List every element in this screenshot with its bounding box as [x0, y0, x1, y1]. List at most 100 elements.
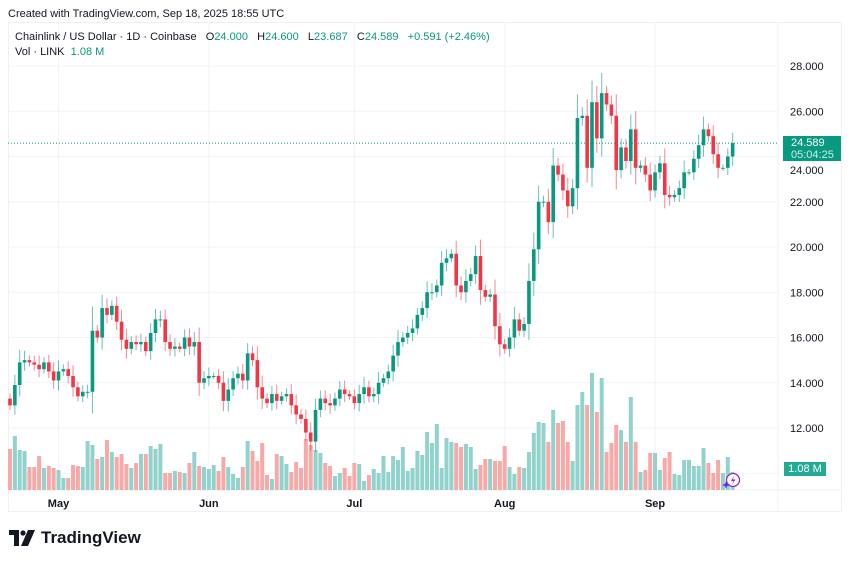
volume-bar	[531, 432, 536, 490]
candle-body	[478, 256, 483, 290]
candle-body	[202, 378, 206, 383]
volume-bars	[8, 372, 735, 490]
candle-body	[415, 314, 420, 329]
high-label: H	[257, 31, 266, 43]
candle-body	[629, 129, 633, 162]
candle-body	[245, 353, 250, 381]
candle-body	[304, 418, 308, 433]
candle-body	[507, 337, 512, 349]
volume-bar	[134, 462, 139, 490]
volume-bar	[478, 464, 483, 490]
volume-bar	[580, 391, 585, 490]
candle-body	[114, 305, 119, 322]
candle-body	[90, 330, 95, 392]
candles	[8, 73, 735, 452]
candle-body	[599, 93, 604, 139]
volume-bar	[216, 470, 221, 490]
candle-body	[260, 387, 264, 399]
volume-bar	[245, 440, 250, 490]
candle-body	[711, 136, 716, 155]
chart-credit: Created with TradingView.com, Sep 18, 20…	[8, 8, 285, 20]
price-axis: 28.000 26.000 24.000 22.000 20.000 18.000 16.0…	[790, 61, 824, 435]
candle-body	[532, 249, 536, 281]
candle-body	[541, 201, 546, 203]
volume-bar	[488, 458, 493, 490]
high-value: 24.600	[265, 31, 299, 43]
volume-bar	[502, 445, 507, 490]
volume-bar	[648, 452, 653, 490]
volume-bar	[255, 460, 260, 490]
candle-body	[701, 129, 706, 146]
volume-bar	[71, 464, 76, 490]
volume-bar	[269, 478, 274, 490]
price-tick-label: 16.000	[790, 333, 824, 345]
volume-bar	[454, 442, 459, 490]
time-tick-label: Aug	[494, 498, 515, 510]
volume-bar	[720, 472, 725, 490]
volume-bar	[260, 442, 265, 490]
volume-bar	[628, 396, 633, 490]
candle-body	[638, 165, 643, 168]
volume-bar	[410, 467, 415, 490]
candle-body	[706, 129, 711, 137]
candle-body	[420, 308, 425, 315]
volume-bar	[226, 466, 231, 490]
volume-bar	[323, 462, 328, 490]
volume-bar	[231, 473, 236, 490]
candle-body	[182, 337, 187, 349]
price-tick-label: 22.000	[790, 197, 824, 209]
volume-bar	[124, 463, 129, 490]
volume-bar	[556, 422, 561, 490]
volume-bar	[202, 466, 206, 490]
candle-body	[716, 154, 720, 168]
candle-body	[551, 165, 555, 223]
change-value: +0.591 (+2.46%)	[407, 31, 490, 43]
candle-body	[241, 373, 245, 381]
candle-body	[255, 360, 260, 388]
candle-body	[124, 339, 129, 349]
candle-body	[211, 375, 216, 377]
candle-body	[197, 342, 201, 383]
candle-body	[371, 394, 376, 397]
volume-bar	[119, 453, 124, 490]
candle-body	[672, 194, 677, 198]
candle-body	[454, 253, 458, 286]
candle-body	[270, 394, 274, 404]
volume-bar	[546, 441, 551, 490]
candle-body	[80, 391, 85, 397]
tradingview-logo: TradingView	[9, 528, 141, 548]
volume-bar	[425, 431, 430, 490]
close-value: 24.589	[364, 31, 399, 43]
candle-body	[536, 201, 541, 250]
volume-bar	[172, 470, 177, 490]
volume-bar	[221, 456, 226, 490]
candle-body	[95, 330, 100, 338]
volume-bar	[619, 429, 624, 490]
volume-bar	[274, 453, 279, 490]
candle-body	[386, 371, 391, 379]
volume-bar	[386, 471, 391, 490]
candle-body	[658, 163, 662, 173]
volume-bar	[643, 469, 648, 490]
volume-bar	[235, 477, 240, 490]
volume-bar	[90, 444, 95, 490]
volume-bar	[638, 471, 643, 490]
candle-body	[624, 147, 628, 162]
volume-bar	[725, 456, 730, 490]
symbol-title: Chainlink / US Dollar · 1D · Coinbase	[15, 31, 197, 43]
volume-bar	[429, 442, 434, 490]
time-tick-label: May	[48, 498, 70, 510]
volume-bar	[308, 444, 313, 490]
candle-body	[129, 342, 134, 349]
volume-bar	[357, 463, 362, 490]
low-value: 23.687	[314, 31, 348, 43]
candle-body	[376, 382, 381, 395]
volume-bar	[95, 458, 100, 490]
volume-bar	[541, 422, 546, 490]
candle-body	[556, 165, 560, 175]
candle-body	[313, 409, 318, 442]
candle-body	[609, 104, 614, 116]
candle-body	[250, 353, 255, 361]
candle-body	[357, 394, 361, 404]
